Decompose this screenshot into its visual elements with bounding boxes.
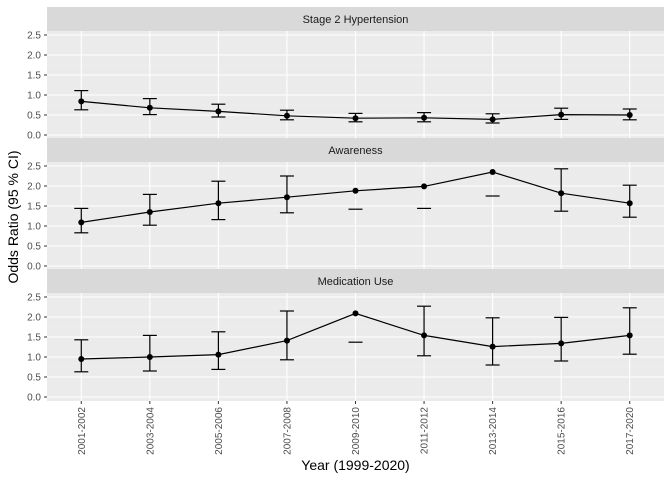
data-point bbox=[421, 114, 428, 121]
facet-panel-2: Awareness 0.0 0.5 1.0 1.5 2.0 2.5 bbox=[27, 138, 664, 273]
x-tick-label: 2013-2014 bbox=[488, 407, 499, 455]
data-point bbox=[421, 332, 428, 339]
x-tick-label: 2009-2010 bbox=[351, 407, 362, 455]
data-point bbox=[146, 104, 153, 111]
x-tick-label: 2011-2012 bbox=[420, 407, 431, 455]
y-tick-label: 1.5 bbox=[27, 202, 41, 213]
data-point bbox=[78, 98, 85, 105]
y-tick-label: 0.5 bbox=[27, 373, 41, 384]
y-tick-label: 2.0 bbox=[27, 182, 41, 193]
y-axis-title: Odds Ratio (95 % CI) bbox=[5, 150, 21, 283]
data-point bbox=[352, 187, 359, 194]
y-tick-label: 0.0 bbox=[27, 262, 41, 273]
data-point bbox=[215, 351, 222, 358]
y-tick-label: 1.0 bbox=[27, 353, 41, 364]
data-point bbox=[283, 112, 290, 119]
y-tick-label: 0.5 bbox=[27, 242, 41, 253]
data-point bbox=[489, 169, 496, 175]
y-tick-label: 2.5 bbox=[27, 162, 41, 173]
data-point bbox=[146, 354, 153, 360]
y-tick-label: 1.5 bbox=[27, 71, 41, 82]
y-tick-label: 2.5 bbox=[27, 31, 41, 42]
facet-panel-3: Medication Use 0.0 0.5 1.0 1.5 2.0 2.5 2001-200… bbox=[27, 269, 664, 455]
x-tick-label: 2003-2004 bbox=[145, 407, 156, 455]
y-tick-label: 0.0 bbox=[27, 393, 41, 404]
y-tick-label: 1.0 bbox=[27, 91, 41, 102]
data-point bbox=[283, 337, 290, 344]
x-tick-label: 2005-2006 bbox=[214, 407, 225, 455]
facet-strip bbox=[47, 138, 664, 162]
x-tick-label: 2001-2002 bbox=[77, 407, 88, 455]
facet-strip bbox=[47, 269, 664, 293]
x-axis-title: Year (1999-2020) bbox=[301, 457, 409, 473]
y-tick-label: 2.0 bbox=[27, 51, 41, 62]
facet-strip bbox=[47, 7, 664, 31]
data-point bbox=[626, 112, 633, 118]
data-point bbox=[421, 183, 428, 190]
data-point bbox=[215, 200, 222, 207]
facet-strip-label: Awareness bbox=[328, 145, 383, 157]
facet-strip-label: Medication Use bbox=[318, 276, 394, 288]
data-point bbox=[489, 116, 496, 123]
facet-panel-1: Stage 2 Hypertension 0.0 0.5 1.0 1.5 2.0 2.5 bbox=[27, 7, 664, 142]
data-point bbox=[626, 332, 633, 339]
facet-strip-label: Stage 2 Hypertension bbox=[303, 14, 409, 26]
y-tick-label: 0.0 bbox=[27, 131, 41, 142]
data-point bbox=[215, 108, 222, 115]
data-point bbox=[626, 200, 633, 207]
data-point bbox=[352, 310, 359, 317]
data-point bbox=[558, 340, 565, 347]
y-tick-label: 2.0 bbox=[27, 313, 41, 324]
y-tick-label: 1.5 bbox=[27, 333, 41, 344]
y-tick-label: 1.0 bbox=[27, 222, 41, 233]
data-point bbox=[146, 209, 153, 215]
data-point bbox=[352, 115, 359, 122]
x-tick-label: 2017-2020 bbox=[625, 407, 636, 455]
x-tick-label: 2015-2016 bbox=[557, 407, 568, 455]
y-tick-label: 0.5 bbox=[27, 111, 41, 122]
data-point bbox=[558, 190, 565, 197]
data-point bbox=[283, 194, 290, 201]
y-tick-label: 2.5 bbox=[27, 293, 41, 304]
data-point bbox=[558, 111, 565, 118]
data-point bbox=[78, 356, 85, 362]
data-point bbox=[78, 219, 85, 226]
data-point bbox=[489, 343, 496, 350]
x-tick-label: 2007-2008 bbox=[282, 407, 293, 455]
